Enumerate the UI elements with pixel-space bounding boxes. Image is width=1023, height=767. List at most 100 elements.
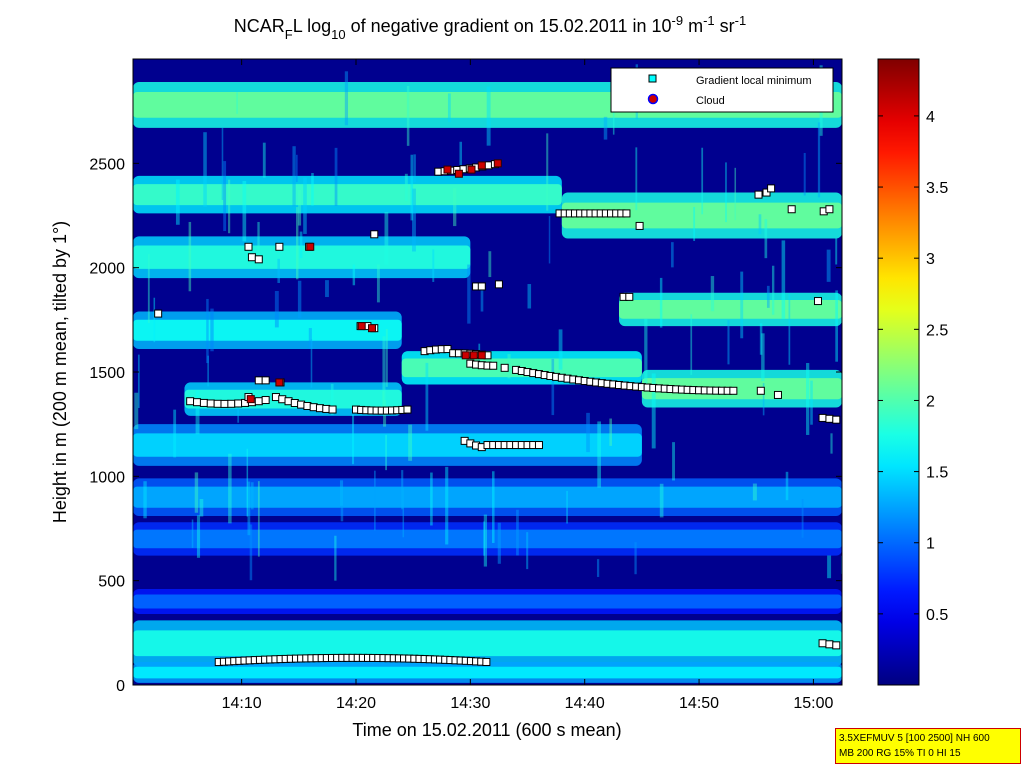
plot-area xyxy=(133,59,842,685)
heat-streak xyxy=(404,173,408,202)
heat-streak xyxy=(236,92,238,114)
colorbar-tick-label: 4 xyxy=(926,109,935,126)
heat-streak xyxy=(835,238,838,265)
gradient-minimum-marker xyxy=(825,640,834,649)
gradient-minimum-marker xyxy=(482,657,491,666)
gradient-minimum-marker xyxy=(767,184,776,193)
gradient-minimum-marker xyxy=(773,390,782,399)
legend-square-marker xyxy=(648,74,657,83)
y-axis-ticks: 0 500 1000 1500 2000 2500 xyxy=(89,156,842,695)
gradient-minimum-marker xyxy=(787,205,796,214)
heat-streak xyxy=(425,362,429,431)
x-tick-label: 14:20 xyxy=(336,695,376,712)
heat-streak xyxy=(701,147,704,215)
gradient-minimum-marker xyxy=(832,415,841,424)
heat-streak xyxy=(401,470,404,510)
gradient-minimum-marker xyxy=(756,386,765,395)
gradient-minimum-marker xyxy=(813,297,822,306)
heat-streak xyxy=(558,329,563,370)
heat-streak xyxy=(840,555,842,574)
heat-streak xyxy=(257,221,260,258)
colorbar-tick-label: 1 xyxy=(926,536,935,553)
heat-streak xyxy=(635,147,638,211)
heat-streak xyxy=(785,471,789,501)
x-tick-label: 15:00 xyxy=(793,695,833,712)
heat-streak xyxy=(311,172,314,206)
heat-streak xyxy=(826,249,831,282)
gradient-minimum-marker xyxy=(494,280,503,289)
heat-streak xyxy=(551,358,555,416)
heat-streak xyxy=(196,515,201,558)
heat-streak xyxy=(546,133,549,211)
heat-streak xyxy=(488,251,492,278)
heat-streak xyxy=(827,555,832,579)
heat-streak xyxy=(548,216,551,264)
colorbar-scale xyxy=(877,58,920,686)
heat-streak xyxy=(725,162,727,223)
chart-title: NCARFL log10 of negative gradient on 15.… xyxy=(234,13,746,42)
cloud-marker xyxy=(493,159,502,168)
heat-streak xyxy=(430,472,433,526)
heat-streak xyxy=(432,249,435,282)
heat-streak xyxy=(659,483,664,518)
x-axis-ticks: 14:10 14:20 14:30 14:40 14:50 15:00 xyxy=(222,59,834,712)
legend-circle-marker xyxy=(647,93,659,105)
heat-layer xyxy=(133,236,471,279)
gradient-minimum-marker xyxy=(625,292,634,301)
heat-streak xyxy=(339,480,344,506)
heat-streak xyxy=(206,298,209,364)
heat-layer-core xyxy=(133,184,562,206)
colorbar-tick-label: 0.5 xyxy=(926,607,948,624)
heat-streak xyxy=(480,287,484,312)
gradient-minimum-marker xyxy=(186,397,195,406)
heat-layer-core xyxy=(133,319,402,341)
colorbar-tick-label: 2.5 xyxy=(926,322,948,339)
cloud-marker xyxy=(469,351,478,360)
heat-streak xyxy=(527,284,532,309)
heat-streak xyxy=(764,219,768,259)
colorbar-tick-label: 3.5 xyxy=(926,180,948,197)
heat-streak xyxy=(385,434,388,471)
legend-box xyxy=(610,67,834,113)
heatmap-streaks xyxy=(134,64,842,581)
heat-streak xyxy=(483,521,485,556)
gradient-minimum-marker xyxy=(275,242,284,251)
heat-streak xyxy=(507,354,511,379)
gradient-minimum-marker xyxy=(477,282,486,291)
heat-streak xyxy=(412,188,416,252)
heat-streak xyxy=(806,362,810,435)
heat-layer-core xyxy=(619,300,842,319)
y-tick-label: 1500 xyxy=(89,365,125,382)
gradient-minimum-marker xyxy=(213,399,222,408)
heat-streak xyxy=(671,242,674,268)
heat-streak xyxy=(297,280,302,319)
heat-streak xyxy=(408,424,413,461)
info-line-2: MB 200 RG 15% TI 0 HI 15 xyxy=(839,748,961,759)
gradient-minimum-marker xyxy=(199,398,208,407)
legend-entry-cloud: Cloud xyxy=(696,95,725,107)
gradient-minimum-marker xyxy=(818,413,827,422)
heat-streak xyxy=(413,154,416,183)
heat-streak xyxy=(195,390,200,435)
heat-streak xyxy=(406,85,410,146)
heat-streak xyxy=(766,285,770,308)
heat-streak xyxy=(298,189,302,226)
heat-streak xyxy=(672,442,675,481)
gradient-minimum-marker xyxy=(635,221,644,230)
heat-streak xyxy=(221,127,224,200)
heat-streak xyxy=(330,383,334,416)
heat-streak xyxy=(237,398,240,423)
heat-layer xyxy=(133,424,642,466)
heat-streak xyxy=(242,180,247,242)
heat-streak xyxy=(526,532,529,570)
y-tick-label: 500 xyxy=(98,574,125,591)
heat-streak xyxy=(344,71,349,126)
heat-layer xyxy=(133,662,842,683)
data-markers xyxy=(154,159,841,667)
heat-streak xyxy=(596,559,600,577)
heat-streak xyxy=(651,373,656,449)
gradient-minimum-marker xyxy=(729,386,738,395)
heat-streak xyxy=(173,409,177,458)
heat-layer-core xyxy=(133,486,842,508)
heat-streak xyxy=(137,354,140,408)
